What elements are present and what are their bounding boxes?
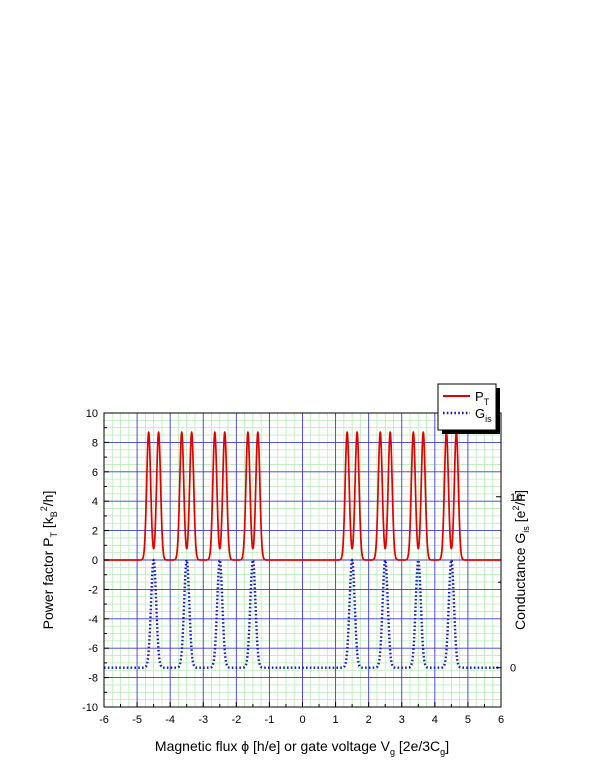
y-tick-label-left: 2	[92, 526, 98, 538]
y-tick-label-left: -6	[88, 643, 98, 655]
y-tick-label-left: -8	[88, 673, 98, 685]
x-tick-label: 5	[465, 714, 471, 726]
series-layer	[104, 431, 501, 669]
legend: PT Gis	[437, 383, 500, 434]
x-tick-label: 6	[498, 714, 504, 726]
y-tick-label-right: 10	[510, 492, 522, 504]
y-tick-label-left: -4	[88, 614, 98, 626]
legend-label-pt: PT	[475, 389, 490, 407]
x-tick-label: 1	[333, 714, 339, 726]
legend-box	[437, 383, 497, 431]
y-tick-label-left: 10	[86, 408, 98, 420]
ticks	[103, 412, 502, 708]
y-axis-label-right: Conductance Gis [e2/h]	[511, 490, 531, 630]
y-tick-label-left: 6	[92, 467, 98, 479]
y-tick-label-left: -2	[88, 584, 98, 596]
series-line-pt	[104, 431, 501, 561]
x-tick-label: -5	[132, 714, 142, 726]
x-tick-label: 3	[399, 714, 405, 726]
series-line-gis	[104, 558, 501, 669]
x-tick-label: -2	[231, 714, 241, 726]
x-tick-label: 2	[366, 714, 372, 726]
y-tick-label-left: 4	[92, 496, 98, 508]
y-tick-label-left: -10	[82, 702, 98, 714]
x-tick-label: -6	[99, 714, 109, 726]
y-tick-label-left: 8	[92, 437, 98, 449]
y-tick-label-right: 0	[510, 663, 516, 675]
x-tick-label: 0	[299, 714, 305, 726]
y-tick-label-left: 0	[92, 555, 98, 567]
x-tick-label: 4	[432, 714, 438, 726]
y-axis-label-left: Power factor PT [kB2/h]	[39, 491, 59, 630]
x-axis-label: Magnetic flux ϕ [h/e] or gate voltage Vg…	[155, 738, 449, 757]
legend-label-gis: Gis	[475, 406, 492, 424]
x-tick-label: -4	[165, 714, 175, 726]
x-tick-label: -3	[198, 714, 208, 726]
x-tick-label: -1	[265, 714, 275, 726]
